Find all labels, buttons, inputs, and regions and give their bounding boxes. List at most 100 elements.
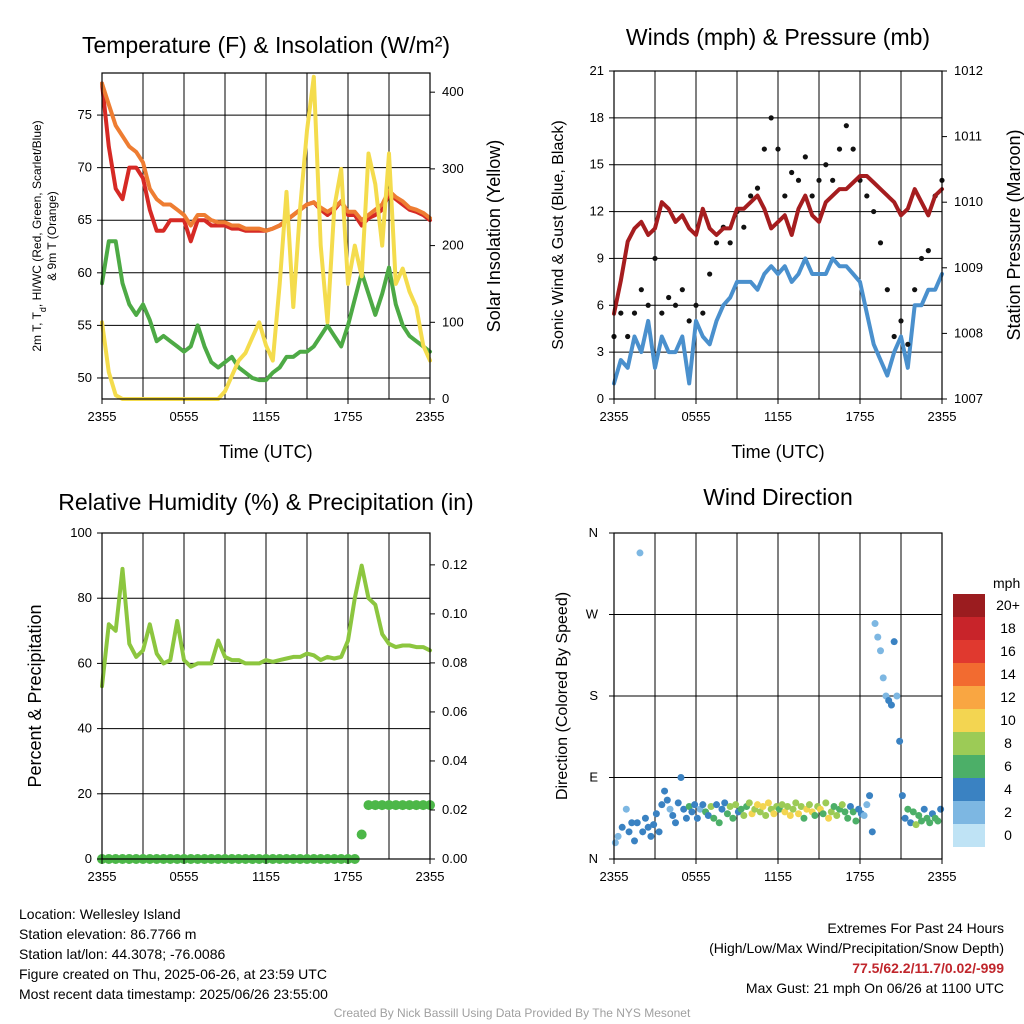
x-tick-label: 1155 <box>764 409 792 424</box>
y2-tick-label: 0.12 <box>442 557 467 572</box>
y2-tick-label: 400 <box>442 84 464 99</box>
direction-point <box>844 814 852 822</box>
y-tick-label: 40 <box>78 721 92 736</box>
direction-point <box>874 633 882 641</box>
series-1-point <box>390 800 401 811</box>
direction-point <box>868 828 876 836</box>
direction-point <box>879 674 887 682</box>
direction-point <box>655 828 663 836</box>
legend-swatch <box>953 778 985 801</box>
direction-point <box>737 805 745 813</box>
humidity-ticks: 2355 0555 1155 1755 2355 0 20 40 60 80 100 0.00 0.02… <box>70 525 467 884</box>
y-tick-label: 80 <box>78 590 92 605</box>
direction-ylabel-left: Direction (Colored By Speed) <box>554 592 571 800</box>
direction-point <box>639 828 647 836</box>
direction-point <box>669 812 677 820</box>
direction-point <box>797 802 805 810</box>
direction-point <box>721 799 729 807</box>
direction-point <box>789 805 797 813</box>
series-2-line <box>100 239 432 383</box>
direction-point <box>674 799 682 807</box>
direction-point <box>800 814 808 822</box>
direction-point <box>636 549 644 557</box>
series-1-point <box>707 271 713 277</box>
x-tick-label: 2355 <box>600 409 629 424</box>
series-1-point <box>404 800 415 811</box>
series-1-point <box>652 255 658 262</box>
legend-swatch <box>953 755 985 778</box>
temperature-ticks: 2355 0555 1155 1755 2355 50 55 60 65 70 75 0 100 200 3… <box>78 84 464 424</box>
temperature-ylabel-left-line1: 2m T, Td, HI/WC (Red, Green, Scarlet/Blu… <box>30 120 48 351</box>
y2-tick-label: 0.08 <box>442 655 467 670</box>
legend-label: 6 <box>1004 758 1012 774</box>
direction-point <box>652 810 660 818</box>
direction-point <box>618 823 626 831</box>
y-tick-label: 75 <box>78 107 92 122</box>
direction-point <box>770 810 778 818</box>
series-1-point <box>418 800 429 811</box>
series-1-point <box>809 193 815 199</box>
x-tick-label: 1155 <box>252 869 280 884</box>
winds-grid <box>614 71 942 399</box>
direction-point <box>625 828 633 836</box>
direction-point <box>795 810 802 818</box>
series-1-point <box>795 177 802 183</box>
direction-point <box>759 802 767 810</box>
y-tick-label: 65 <box>78 212 92 227</box>
series-1-point <box>789 169 795 176</box>
direction-point <box>926 819 934 827</box>
series-1-point <box>727 240 733 246</box>
station-info: Location: Wellesley Island Station eleva… <box>19 904 328 1004</box>
direction-legend-title: mph <box>993 575 1020 591</box>
series-1-point <box>384 800 394 811</box>
legend-swatch <box>953 617 985 640</box>
legend-label: 8 <box>1004 735 1012 751</box>
series-1-point <box>638 287 644 293</box>
direction-point <box>819 810 827 818</box>
series-1-point <box>836 146 843 152</box>
series-1-point <box>823 162 829 168</box>
legend-swatch <box>953 594 985 617</box>
station-latlon: Station lat/lon: 44.3078; -76.0086 <box>19 946 226 962</box>
y-tick-label: 3 <box>597 344 604 359</box>
series-1-point <box>659 310 665 316</box>
max-gust: Max Gust: 21 mph On 06/26 at 1100 UTC <box>745 980 1004 996</box>
y2-tick-label: 1007 <box>954 391 983 406</box>
direction-point <box>784 802 792 810</box>
y-tick-label: 0 <box>85 851 92 866</box>
series-1-point <box>877 240 884 246</box>
x-tick-label: 0555 <box>682 409 711 424</box>
y2-tick-label: 100 <box>442 314 464 329</box>
temperature-ylabel-left-line2: & 9m T (Orange) <box>45 191 59 281</box>
direction-point <box>877 647 884 655</box>
direction-point <box>920 805 928 813</box>
legend-swatch <box>953 732 985 755</box>
series-1-point <box>693 302 699 308</box>
direction-point <box>907 819 915 827</box>
series-1-point <box>905 341 911 347</box>
legend-swatch <box>953 801 985 824</box>
direction-point <box>713 801 720 809</box>
temperature-title: Temperature (F) & Insolation (W/m²) <box>82 32 450 58</box>
series-1-point <box>356 829 367 840</box>
direction-point <box>756 808 764 816</box>
direction-point <box>682 814 690 822</box>
direction-point <box>754 801 761 809</box>
x-tick-label: 2355 <box>928 409 957 424</box>
y2-tick-label: 1011 <box>954 129 982 144</box>
direction-point <box>904 805 912 813</box>
series-1-point <box>645 302 651 308</box>
direction-point <box>918 817 925 825</box>
direction-point <box>898 792 906 800</box>
series-1-point <box>830 177 836 183</box>
direction-point <box>631 837 638 845</box>
direction-speed-legend: 20+ 18 16 14 12 10 8 6 4 2 0 <box>953 594 1020 847</box>
legend-swatch <box>953 663 985 686</box>
series-1-point <box>397 800 408 811</box>
direction-point <box>786 812 794 820</box>
direction-point <box>732 801 740 809</box>
direction-point <box>647 832 655 840</box>
x-tick-label: 2355 <box>600 869 629 884</box>
direction-panel: Wind Direction 2355 0555 1155 1755 2355NESWN… <box>554 484 1020 884</box>
x-tick-label: 2355 <box>928 869 957 884</box>
